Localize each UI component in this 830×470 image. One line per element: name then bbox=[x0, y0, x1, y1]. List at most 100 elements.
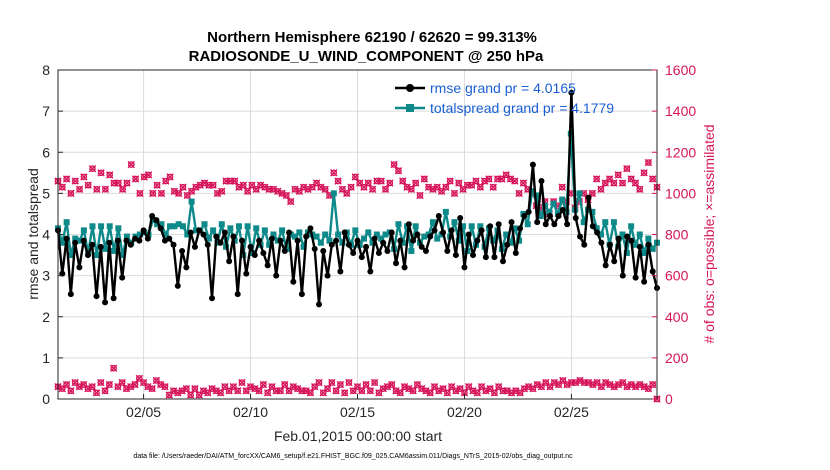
assimilated-circle bbox=[649, 381, 657, 388]
assimilated-cross-b bbox=[405, 385, 413, 393]
possible-circle bbox=[308, 183, 316, 191]
totalspread-point bbox=[537, 212, 544, 219]
possible-point bbox=[450, 189, 459, 198]
possible-point bbox=[118, 185, 127, 193]
totalspread-point bbox=[322, 231, 329, 238]
y-tick-label: 2 bbox=[42, 309, 50, 325]
assimilated-circle bbox=[238, 379, 246, 386]
assimilated-circle bbox=[448, 383, 455, 390]
totalspread-point bbox=[597, 231, 604, 238]
possible-cross-b bbox=[80, 173, 88, 181]
assimilated-cross-b bbox=[396, 389, 404, 397]
rmse-point bbox=[89, 241, 96, 248]
possible-circle bbox=[606, 175, 613, 183]
totalspread-point bbox=[645, 235, 652, 242]
assimilated-point bbox=[276, 387, 285, 395]
rmse-point bbox=[499, 258, 506, 265]
assimilated-circle bbox=[367, 387, 374, 395]
rmse-point bbox=[217, 239, 224, 246]
totalspread-point bbox=[270, 231, 277, 238]
possible-cross-b bbox=[330, 169, 338, 177]
possible-cross-b bbox=[433, 183, 441, 191]
assimilated-circle bbox=[272, 387, 280, 395]
possible-circle bbox=[477, 183, 484, 191]
assimilated-cross-b bbox=[246, 382, 255, 391]
possible-circle bbox=[601, 179, 609, 187]
possible-cross-b bbox=[131, 175, 140, 183]
rmse-point bbox=[645, 241, 652, 248]
rmse-point bbox=[452, 252, 459, 259]
rmse-point bbox=[397, 237, 404, 244]
assimilated-cross-b bbox=[62, 380, 71, 389]
assimilated-point bbox=[332, 387, 340, 395]
assimilated-cross-b bbox=[238, 378, 246, 387]
assimilated-circle bbox=[555, 381, 562, 388]
rmse-point bbox=[422, 247, 429, 254]
totalspread-point bbox=[434, 235, 441, 242]
assimilated-circle bbox=[225, 387, 233, 395]
possible-cross-b bbox=[274, 187, 282, 196]
possible-cross-b bbox=[209, 181, 217, 189]
rmse-point bbox=[465, 231, 472, 238]
totalspread-point bbox=[167, 223, 174, 230]
y-right-tick-label: 800 bbox=[665, 227, 689, 243]
rmse-point bbox=[636, 243, 643, 250]
possible-cross-b bbox=[446, 177, 454, 185]
assimilated-circle bbox=[431, 383, 438, 390]
y-axis-label-right: # of obs: o=possible; ×=assimilated bbox=[701, 124, 717, 343]
possible-cross-b bbox=[88, 165, 97, 173]
assimilated-circle bbox=[260, 381, 267, 388]
assimilated-cross-b bbox=[512, 387, 520, 395]
assimilated-cross-b bbox=[97, 378, 105, 387]
totalspread-point bbox=[235, 223, 242, 230]
possible-circle bbox=[627, 175, 635, 183]
totalspread-point bbox=[559, 196, 566, 203]
possible-cross-b bbox=[618, 179, 627, 187]
assimilated-point bbox=[161, 382, 169, 391]
rmse-point bbox=[277, 237, 284, 244]
possible-circle bbox=[93, 185, 101, 193]
possible-point bbox=[334, 177, 342, 185]
possible-circle bbox=[106, 171, 114, 179]
assimilated-circle bbox=[217, 389, 224, 397]
possible-circle bbox=[127, 161, 135, 168]
rmse-point bbox=[84, 252, 91, 259]
assimilated-cross-b bbox=[456, 385, 464, 393]
possible-circle bbox=[296, 188, 303, 195]
assimilated-circle bbox=[478, 383, 485, 390]
rmse-point bbox=[341, 229, 348, 236]
assimilated-circle bbox=[101, 387, 109, 395]
possible-circle bbox=[347, 183, 355, 191]
assimilated-circle bbox=[114, 383, 122, 390]
rmse-point bbox=[183, 264, 190, 271]
possible-point bbox=[153, 181, 161, 189]
totalspread-point bbox=[158, 221, 165, 228]
assimilated-cross-b bbox=[636, 380, 644, 389]
rmse-point bbox=[76, 264, 83, 271]
totalspread-point bbox=[188, 198, 195, 205]
rmse-point bbox=[414, 231, 421, 238]
rmse-point bbox=[512, 250, 519, 257]
totalspread-point bbox=[615, 243, 622, 250]
assimilated-cross-b bbox=[340, 389, 349, 397]
possible-circle bbox=[645, 159, 652, 166]
assimilated-cross-b bbox=[328, 378, 336, 387]
totalspread-point bbox=[59, 239, 66, 246]
totalspread-point bbox=[610, 219, 617, 226]
possible-circle bbox=[502, 171, 510, 179]
possible-circle bbox=[498, 175, 506, 183]
possible-circle bbox=[408, 185, 415, 193]
y-axis-label: rmse and totalspread bbox=[25, 168, 41, 300]
possible-cross-b bbox=[334, 177, 342, 185]
possible-point bbox=[455, 179, 463, 187]
x-tick-label: 02/15 bbox=[340, 404, 375, 420]
assimilated-point bbox=[345, 378, 353, 387]
assimilated-cross-b bbox=[135, 374, 143, 383]
rmse-point bbox=[221, 229, 228, 236]
possible-cross-b bbox=[364, 179, 372, 187]
possible-point bbox=[131, 175, 140, 183]
rmse-point bbox=[478, 227, 485, 234]
possible-cross-b bbox=[106, 171, 114, 179]
assimilated-circle bbox=[516, 389, 524, 397]
